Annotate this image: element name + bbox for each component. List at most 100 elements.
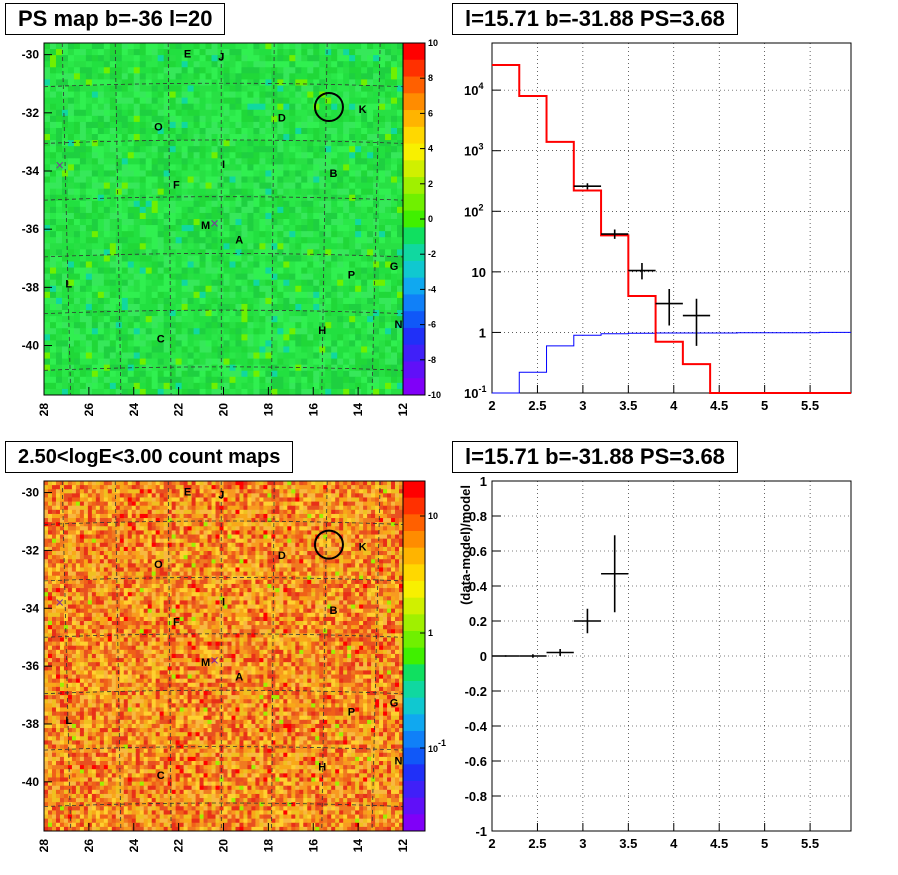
map-pixel — [373, 225, 380, 232]
map-pixel — [313, 67, 320, 74]
map-pixel — [395, 489, 400, 494]
map-pixel — [175, 526, 181, 531]
map-pixel — [277, 188, 284, 196]
map-pixel — [271, 249, 278, 256]
map-pixel — [229, 219, 236, 226]
map-pixel — [207, 518, 213, 523]
map-pixel — [351, 489, 356, 494]
map-pixel — [157, 273, 165, 281]
map-pixel — [175, 501, 181, 507]
map-pixel — [211, 55, 219, 62]
map-pixel — [145, 43, 153, 50]
map-pixel — [183, 534, 189, 540]
map-pixel — [259, 67, 266, 74]
map-pixel — [163, 170, 171, 178]
map-pixel — [247, 481, 252, 486]
map-pixel — [235, 231, 242, 238]
map-pixel — [79, 493, 85, 498]
map-pixel — [207, 522, 213, 527]
map-pixel — [44, 382, 51, 390]
map-pixel — [223, 134, 230, 141]
map-pixel — [193, 237, 201, 244]
map-pixel — [227, 509, 232, 515]
map-pixel — [44, 497, 49, 503]
map-pixel — [271, 61, 278, 68]
map-pixel — [289, 370, 296, 378]
map-pixel — [207, 485, 213, 490]
map-pixel — [259, 370, 266, 378]
map-pixel — [71, 493, 77, 498]
map-pixel — [255, 493, 260, 498]
map-pixel — [99, 542, 105, 548]
map-pixel — [385, 364, 392, 372]
map-pixel — [399, 493, 404, 498]
map-pixel — [109, 291, 117, 299]
map-pixel — [229, 121, 236, 129]
map-pixel — [363, 526, 368, 531]
map-pixel — [355, 518, 360, 523]
map-pixel — [251, 493, 256, 498]
map-pixel — [55, 530, 61, 536]
map-pixel — [223, 79, 230, 86]
map-pixel — [223, 530, 228, 536]
map-pixel — [283, 352, 290, 360]
map-pixel — [367, 182, 374, 190]
map-pixel — [331, 237, 338, 244]
map-pixel — [391, 505, 396, 511]
map-pixel — [217, 140, 224, 147]
map-pixel — [301, 237, 308, 244]
map-pixel — [355, 219, 362, 226]
map-pixel — [49, 127, 57, 135]
map-pixel — [181, 273, 189, 281]
map-pixel — [385, 152, 392, 159]
map-pixel — [253, 279, 260, 287]
map-pixel — [109, 303, 117, 311]
map-pixel — [87, 526, 93, 531]
map-pixel — [235, 501, 240, 507]
map-pixel — [91, 255, 99, 262]
map-pixel — [219, 489, 224, 494]
map-pixel — [359, 489, 364, 494]
map-pixel — [229, 200, 236, 208]
map-pixel — [151, 505, 157, 511]
map-pixel — [229, 67, 236, 74]
map-pixel — [211, 219, 219, 226]
source-label: D — [278, 113, 286, 125]
map-pixel — [169, 388, 177, 396]
map-pixel — [163, 115, 171, 123]
map-pixel — [241, 382, 248, 390]
map-pixel — [83, 485, 89, 490]
map-pixel — [61, 340, 69, 347]
map-pixel — [227, 534, 232, 540]
map-pixel — [301, 328, 308, 335]
source-label: J — [218, 51, 224, 63]
map-pixel — [283, 219, 290, 226]
map-pixel — [307, 61, 314, 68]
map-pixel — [325, 49, 332, 56]
map-pixel — [73, 267, 81, 275]
map-pixel — [391, 316, 398, 323]
map-pixel — [181, 212, 189, 220]
map-pixel — [331, 121, 338, 129]
map-pixel — [199, 297, 207, 305]
map-pixel — [295, 140, 302, 147]
map-pixel — [49, 255, 57, 262]
map-pixel — [133, 115, 141, 123]
map-pixel — [277, 243, 284, 250]
map-pixel — [175, 73, 183, 80]
map-pixel — [275, 509, 280, 515]
map-pixel — [277, 43, 284, 50]
map-pixel — [343, 382, 350, 390]
map-pixel — [391, 267, 398, 275]
map-pixel — [319, 231, 326, 238]
map-pixel — [229, 322, 236, 329]
map-pixel — [187, 542, 193, 548]
map-pixel — [139, 358, 147, 366]
map-pixel — [97, 109, 105, 117]
map-pixel — [181, 261, 189, 269]
map-pixel — [44, 115, 51, 123]
map-pixel — [107, 526, 113, 531]
map-pixel — [187, 134, 195, 141]
map-pixel — [271, 43, 278, 50]
map-pixel — [375, 485, 380, 490]
